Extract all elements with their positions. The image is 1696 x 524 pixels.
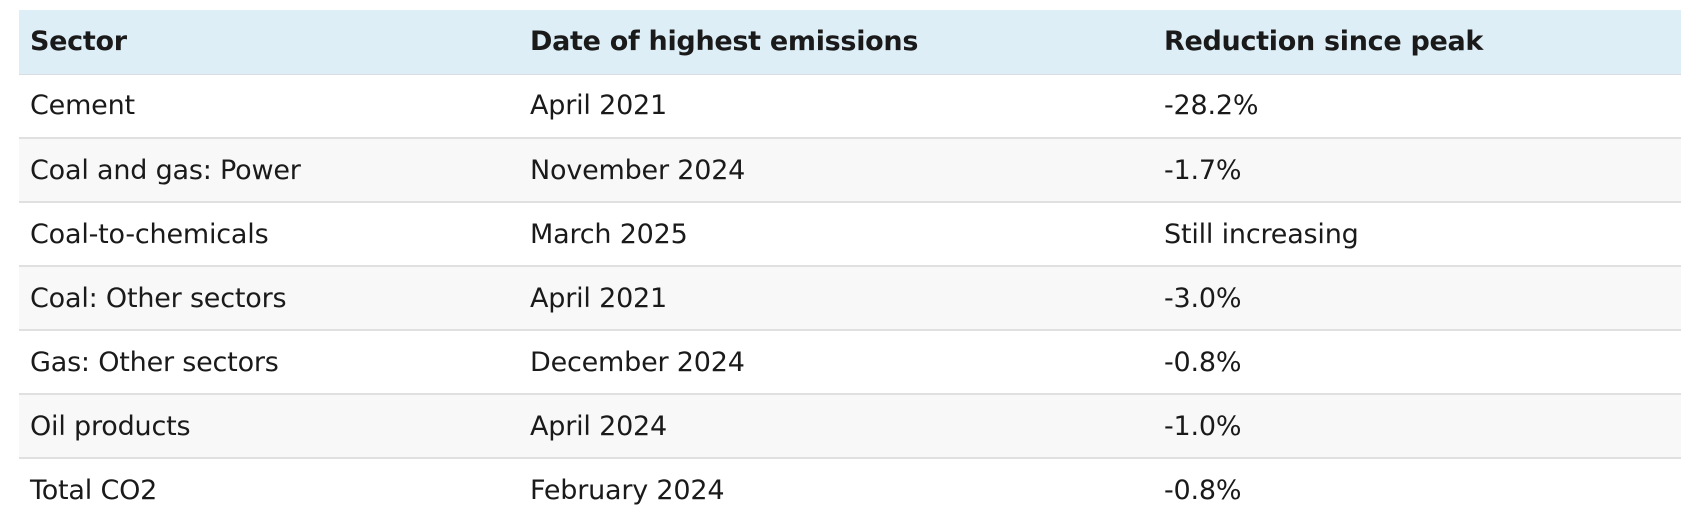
emissions-table: Sector Date of highest emissions Reducti… <box>19 10 1681 522</box>
cell-reduction: -0.8% <box>1164 346 1242 378</box>
cell-date: April 2024 <box>530 410 668 442</box>
emissions-table-container: Sector Date of highest emissions Reducti… <box>19 10 1681 522</box>
cell-sector: Coal: Other sectors <box>30 282 287 314</box>
cell-sector: Total CO2 <box>30 475 158 506</box>
cell-reduction: Still increasing <box>1164 218 1359 250</box>
table-row: Coal-to-chemicals March 2025 Still incre… <box>19 202 1681 266</box>
table-header: Sector Date of highest emissions Reducti… <box>19 10 1681 75</box>
cell-reduction: -1.7% <box>1164 154 1242 186</box>
cell-reduction: -1.0% <box>1164 410 1242 442</box>
header-sector: Sector <box>19 10 519 75</box>
cell-date: November 2024 <box>530 154 746 186</box>
table-row: Total CO2 February 2024 -0.8% <box>19 458 1681 522</box>
cell-sector: Coal-to-chemicals <box>30 218 269 250</box>
table-row: Coal: Other sectors April 2021 -3.0% <box>19 266 1681 330</box>
cell-sector: Cement <box>30 90 135 122</box>
table-row: Oil products April 2024 -1.0% <box>19 394 1681 458</box>
table-row: Coal and gas: Power November 2024 -1.7% <box>19 138 1681 202</box>
cell-sector: Coal and gas: Power <box>30 154 301 186</box>
cell-reduction: -3.0% <box>1164 282 1242 314</box>
cell-date: April 2021 <box>530 282 668 314</box>
cell-sector: Gas: Other sectors <box>30 346 279 378</box>
cell-sector: Oil products <box>30 410 191 442</box>
cell-date: December 2024 <box>530 346 745 378</box>
table-row: Gas: Other sectors December 2024 -0.8% <box>19 330 1681 394</box>
cell-date: February 2024 <box>530 475 725 506</box>
cell-reduction: -0.8% <box>1164 475 1242 506</box>
cell-date: April 2021 <box>530 90 668 122</box>
table-row: Cement April 2021 -28.2% <box>19 74 1681 138</box>
table-body: Cement April 2021 -28.2% Coal and gas: P… <box>19 74 1681 522</box>
cell-date: March 2025 <box>530 218 688 250</box>
header-row: Sector Date of highest emissions Reducti… <box>19 10 1681 75</box>
header-reduction-since-peak: Reduction since peak <box>1153 10 1681 75</box>
cell-reduction: -28.2% <box>1164 90 1259 122</box>
header-date-of-highest-emissions: Date of highest emissions <box>519 10 1153 75</box>
